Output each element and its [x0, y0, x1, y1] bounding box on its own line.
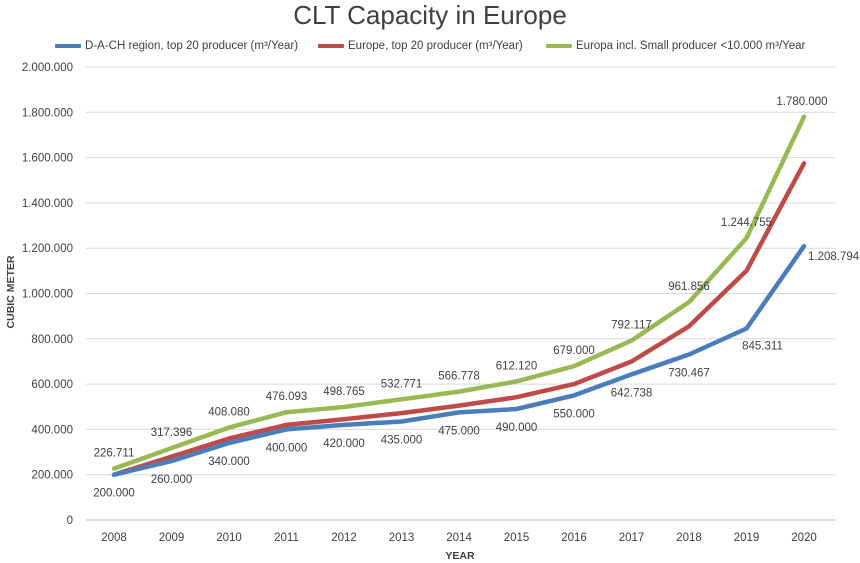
data-label: 340.000	[208, 456, 250, 468]
legend-item-dach: D-A-CH region, top 20 producer (m³/Year)	[55, 38, 298, 54]
series-line	[111, 161, 807, 477]
data-label: 400.000	[266, 442, 308, 454]
x-tick-label: 2008	[101, 532, 127, 544]
data-labels: 226.711 317.396 408.080 476.093 498.765 532.7…	[93, 96, 860, 500]
y-tick-label: 600.000	[31, 379, 73, 391]
y-tick-label: 1.400.000	[22, 198, 73, 210]
y-tick-label: 1.600.000	[22, 153, 73, 165]
data-label: 961.856	[668, 281, 710, 293]
y-axis-ticks: 0 200.000 400.000 600.000 800.000 1.000.000 1.…	[22, 62, 73, 527]
x-tick-label: 2009	[159, 532, 185, 544]
data-label: 498.765	[323, 386, 365, 398]
x-tick-label: 2014	[446, 532, 472, 544]
legend-item-small-producer: Europa incl. Small producer <10.000 m³/Y…	[546, 38, 805, 54]
data-label: 550.000	[553, 408, 595, 420]
data-label: 679.000	[553, 345, 595, 357]
legend-swatch-europe	[318, 43, 344, 48]
x-axis-title: YEAR	[445, 550, 475, 562]
x-tick-label: 2010	[216, 532, 242, 544]
x-tick-label: 2020	[791, 532, 817, 544]
legend: D-A-CH region, top 20 producer (m³/Year)…	[0, 38, 860, 54]
data-label: 317.396	[151, 427, 193, 439]
legend-swatch-dach	[55, 43, 81, 48]
data-label: 730.467	[668, 368, 710, 380]
y-tick-label: 1.000.000	[22, 289, 73, 301]
legend-item-europe: Europe, top 20 producer (m³/Year)	[318, 38, 523, 54]
data-label: 435.000	[381, 434, 423, 446]
y-tick-label: 200.000	[31, 470, 73, 482]
x-tick-label: 2017	[619, 532, 645, 544]
gridlines	[86, 66, 836, 521]
data-label: 1.244.755	[721, 217, 772, 229]
series-line	[111, 114, 807, 471]
data-label: 200.000	[93, 488, 135, 500]
data-label: 642.738	[611, 387, 653, 399]
legend-label-dach: D-A-CH region, top 20 producer (m³/Year)	[85, 40, 299, 52]
y-tick-label: 2.000.000	[22, 62, 73, 74]
data-label: 845.311	[742, 341, 783, 353]
y-tick-label: 0	[67, 515, 73, 527]
x-tick-label: 2016	[561, 532, 587, 544]
legend-swatch-small-producer	[546, 43, 572, 48]
x-tick-label: 2019	[734, 532, 760, 544]
data-label: 792.117	[611, 320, 652, 332]
data-label: 566.778	[438, 371, 480, 383]
x-tick-label: 2018	[676, 532, 702, 544]
data-label: 476.093	[266, 391, 308, 403]
series-line	[111, 243, 807, 477]
series-lines	[111, 114, 807, 477]
data-label: 226.711	[94, 448, 135, 460]
data-label: 612.120	[496, 360, 538, 372]
y-tick-label: 400.000	[31, 424, 73, 436]
x-tick-label: 2011	[274, 532, 299, 544]
data-label: 260.000	[151, 474, 193, 486]
legend-label-europe: Europe, top 20 producer (m³/Year)	[348, 40, 523, 52]
data-label: 1.208.794	[808, 251, 860, 263]
data-label: 420.000	[323, 438, 365, 450]
chart-title: CLT Capacity in Europe	[293, 0, 567, 30]
legend-label-small-producer: Europa incl. Small producer <10.000 m³/Y…	[576, 40, 806, 52]
data-label: 490.000	[496, 422, 538, 434]
x-tick-label: 2012	[331, 532, 357, 544]
x-axis-ticks: 2008 2009 2010 2011 2012 2013 2014 2015 2016 2017…	[101, 532, 817, 544]
data-label: 408.080	[208, 407, 250, 419]
y-axis-title: CUBIC METER	[5, 255, 17, 328]
x-tick-label: 2013	[389, 532, 415, 544]
data-label: 1.780.000	[776, 96, 827, 108]
y-tick-label: 800.000	[31, 334, 73, 346]
y-tick-label: 1.200.000	[22, 243, 73, 255]
data-label: 475.000	[438, 425, 480, 437]
x-tick-label: 2015	[504, 532, 530, 544]
data-label: 532.771	[381, 378, 423, 390]
y-tick-label: 1.800.000	[22, 107, 73, 119]
